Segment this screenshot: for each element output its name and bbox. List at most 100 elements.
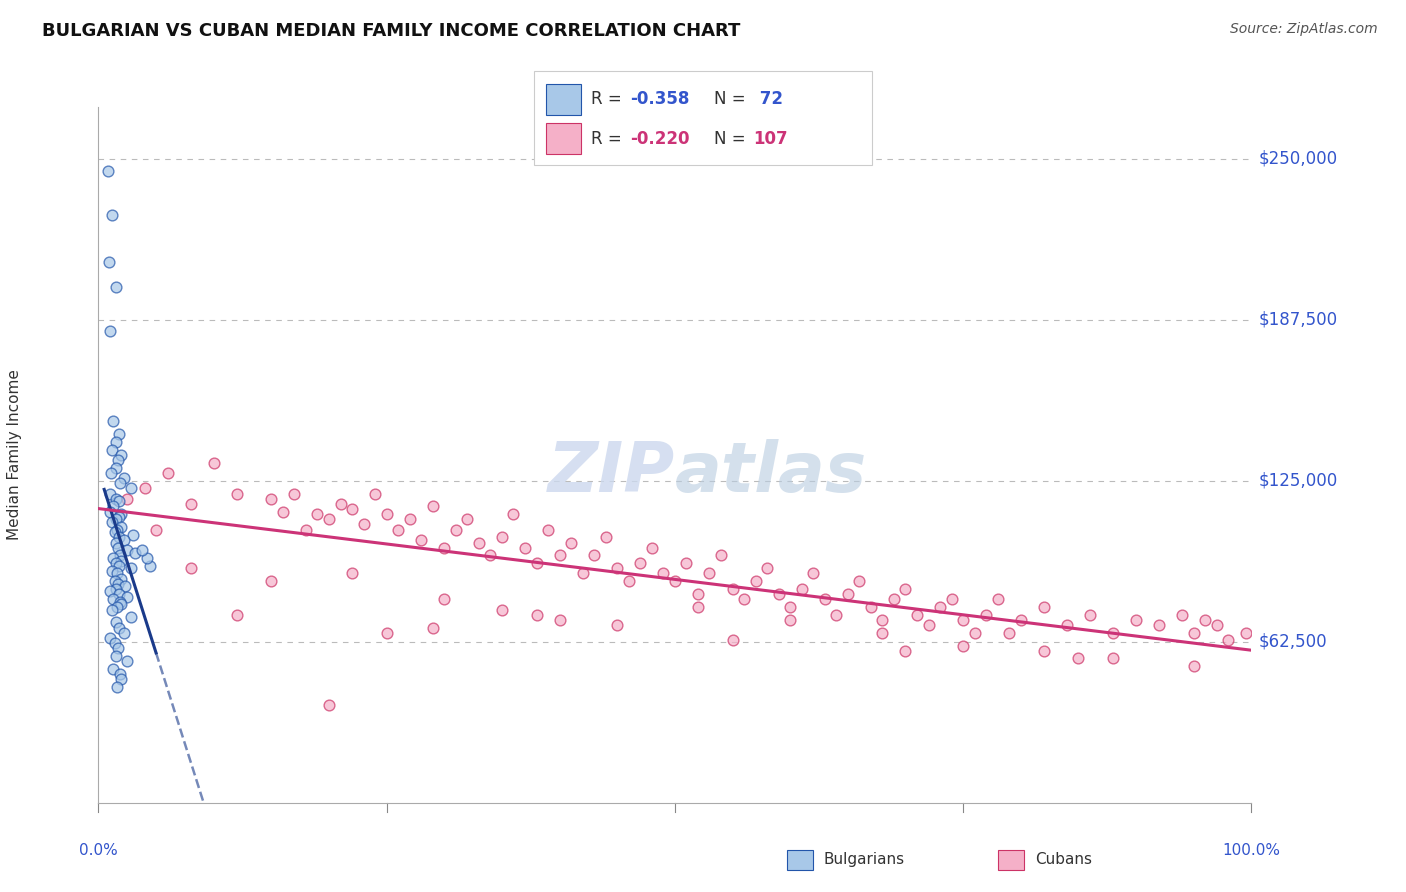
Point (537, 523, 560, 537)
Point (100, 466, 122, 480)
Point (329, 497, 352, 511)
Text: Median Family Income: Median Family Income (7, 369, 21, 541)
Point (110, 448, 132, 462)
Point (1147, 618, 1170, 632)
Point (117, 654, 139, 668)
Point (112, 625, 135, 640)
Point (952, 613, 974, 627)
Point (456, 512, 478, 526)
Point (491, 602, 513, 616)
Point (1102, 651, 1125, 665)
Point (139, 558, 162, 573)
Text: R =: R = (591, 90, 627, 109)
Point (526, 556, 548, 570)
Point (108, 558, 131, 573)
Point (433, 592, 456, 607)
Text: $125,000: $125,000 (1258, 472, 1337, 490)
Point (124, 546, 146, 560)
Point (103, 574, 125, 589)
Point (894, 644, 917, 658)
Point (101, 515, 124, 529)
Point (1171, 607, 1194, 622)
Point (675, 556, 697, 570)
Point (686, 599, 709, 614)
Point (101, 564, 124, 578)
Point (825, 607, 848, 622)
Point (108, 587, 131, 601)
Point (104, 556, 127, 570)
Point (837, 587, 859, 601)
Point (103, 525, 125, 540)
Point (103, 662, 125, 676)
Point (814, 592, 837, 607)
Point (801, 566, 824, 581)
Point (107, 641, 129, 656)
Point (1194, 613, 1216, 627)
Point (318, 512, 340, 526)
Point (108, 494, 131, 508)
Point (307, 507, 329, 521)
Point (105, 680, 128, 694)
Point (98, 631, 121, 645)
Point (108, 530, 131, 544)
Point (98, 505, 121, 519)
Point (548, 613, 571, 627)
Text: 72: 72 (754, 90, 783, 109)
Point (108, 621, 131, 635)
Point (97, 254, 120, 268)
Point (998, 625, 1021, 640)
Point (353, 517, 375, 532)
Point (156, 466, 179, 480)
Point (917, 618, 939, 632)
Point (103, 551, 125, 566)
Point (664, 574, 686, 589)
Point (560, 535, 582, 549)
Point (104, 460, 127, 475)
Point (97, 164, 120, 178)
Point (848, 574, 870, 589)
Point (1010, 613, 1032, 627)
Point (721, 582, 744, 596)
Text: $62,500: $62,500 (1258, 632, 1327, 651)
Point (686, 587, 709, 601)
Point (104, 648, 127, 663)
Point (110, 549, 132, 563)
Point (120, 610, 142, 624)
Point (260, 491, 283, 506)
Point (134, 482, 156, 496)
Point (375, 625, 398, 640)
Point (145, 523, 167, 537)
Point (105, 523, 128, 537)
Point (135, 551, 157, 566)
Point (107, 453, 129, 467)
Point (202, 456, 225, 470)
Point (103, 414, 125, 428)
Point (779, 599, 801, 614)
Point (340, 502, 363, 516)
Point (180, 561, 202, 575)
Point (108, 427, 131, 442)
Point (963, 625, 986, 640)
Point (98, 486, 121, 500)
Point (1032, 644, 1054, 658)
Point (101, 208, 124, 222)
Point (699, 566, 721, 581)
Point (756, 561, 779, 575)
Point (929, 599, 952, 614)
Point (526, 607, 548, 622)
Point (375, 507, 398, 521)
Point (103, 500, 125, 514)
Point (387, 523, 409, 537)
Point (1182, 659, 1205, 673)
Point (1182, 625, 1205, 640)
Point (1234, 625, 1257, 640)
Point (1056, 618, 1078, 632)
Point (364, 486, 387, 500)
Point (941, 592, 963, 607)
Point (1125, 613, 1147, 627)
Point (606, 561, 628, 575)
Point (883, 592, 905, 607)
Point (110, 598, 132, 612)
Point (103, 592, 125, 607)
Point (117, 543, 139, 558)
